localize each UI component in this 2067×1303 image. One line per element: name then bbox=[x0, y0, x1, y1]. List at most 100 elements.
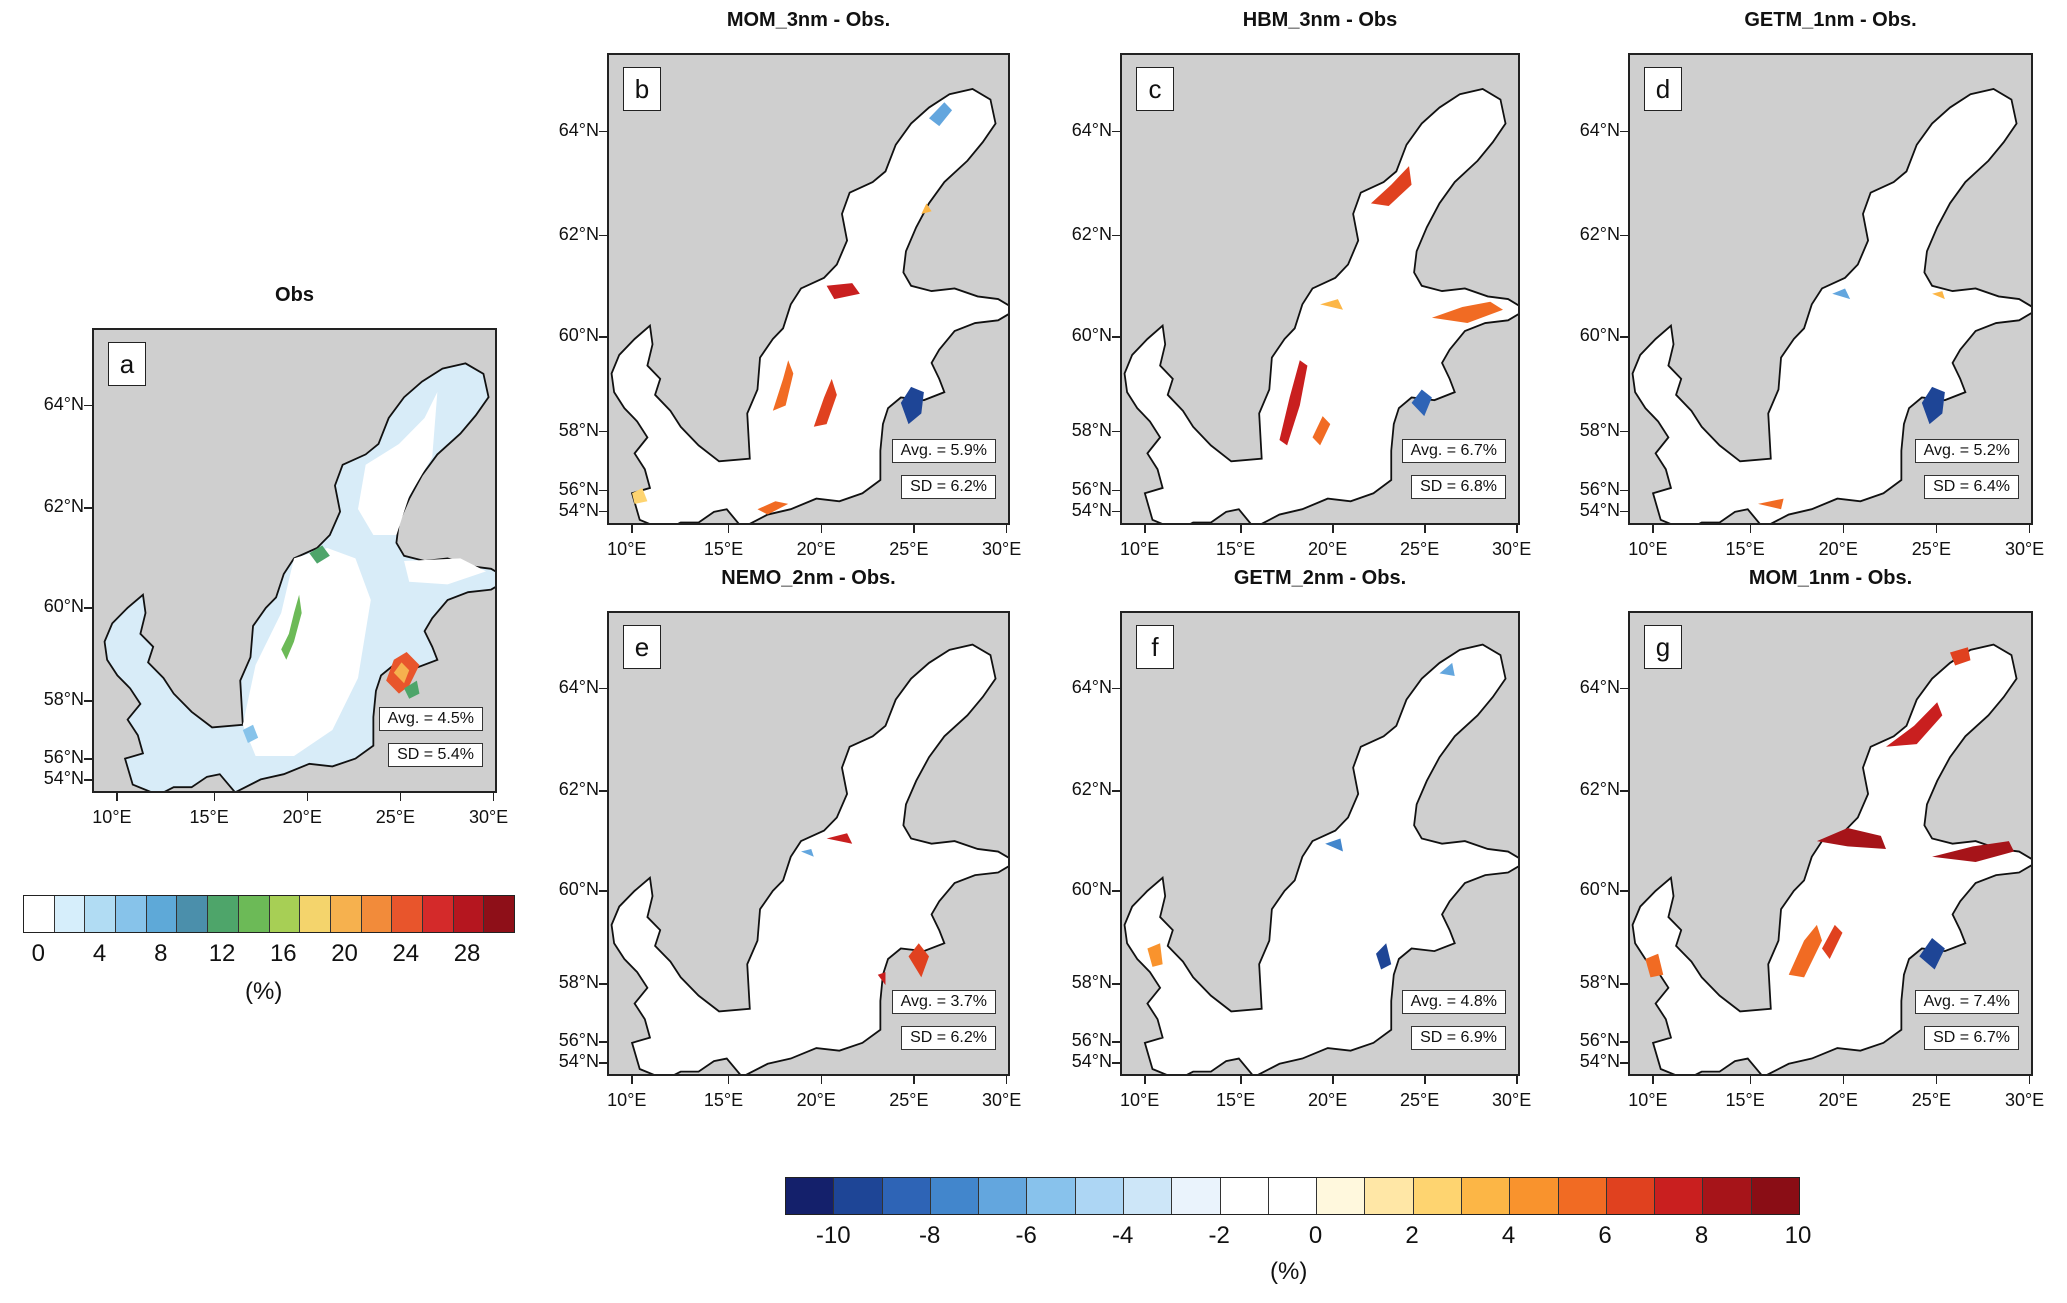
lat-tick-mark bbox=[1620, 687, 1628, 690]
map-panel-a: Obs a Avg. = 4.5% SD = 5.4% bbox=[92, 284, 497, 793]
lat-tick-label: 56°N bbox=[43, 747, 84, 768]
lon-tick-mark bbox=[820, 525, 823, 533]
colorbar-swatch bbox=[330, 896, 362, 932]
obs-map-svg bbox=[103, 362, 495, 791]
lat-tick-mark bbox=[1112, 687, 1120, 690]
lon-tick-label: 15°E bbox=[189, 807, 229, 827]
lon-tick-label: 15°E bbox=[1216, 1090, 1256, 1110]
lon-tick-label: 30°E bbox=[1492, 539, 1532, 559]
lat-tick-label: 56°N bbox=[1579, 478, 1620, 499]
lon-tick-label: 25°E bbox=[1911, 539, 1952, 559]
colorbar-swatch bbox=[1558, 1178, 1607, 1214]
map-frame: c Avg. = 6.7% SD = 6.8% bbox=[1120, 53, 1520, 525]
avg-box: Avg. = 7.4% bbox=[1914, 990, 2019, 1014]
lon-tick-mark bbox=[727, 525, 730, 533]
lat-tick-mark bbox=[599, 1041, 607, 1043]
obs-colorbar-unit: (%) bbox=[245, 978, 283, 1005]
lon-tick-mark bbox=[2028, 1076, 2031, 1084]
lat-tick-label: 58°N bbox=[1579, 419, 1620, 440]
colorbar-swatch bbox=[1220, 1178, 1269, 1214]
sd-box: SD = 6.2% bbox=[901, 1026, 996, 1050]
lat-tick-mark bbox=[1620, 983, 1628, 985]
lon-tick-mark bbox=[1842, 1076, 1845, 1084]
panel-title: MOM_3nm - Obs. bbox=[726, 9, 891, 31]
lat-tick-label: 58°N bbox=[558, 419, 599, 440]
colorbar-swatch bbox=[24, 896, 55, 932]
lon-tick-label: 20°E bbox=[1818, 539, 1858, 559]
colorbar-swatch bbox=[1268, 1178, 1318, 1214]
lat-tick-mark bbox=[1620, 336, 1628, 338]
map-frame: b Avg. = 5.9% SD = 6.2% bbox=[607, 53, 1010, 525]
lon-tick-label: 30°E bbox=[2004, 1090, 2045, 1110]
sd-box: SD = 5.4% bbox=[388, 743, 483, 767]
map-panel-d: GETM_1nm - Obs. d Avg. = 5.2% SD = 6.4% bbox=[1628, 9, 2033, 525]
colorbar-swatch bbox=[1413, 1178, 1462, 1214]
lat-tick-label: 64°N bbox=[1579, 119, 1620, 140]
diff-colorbar bbox=[785, 1177, 1800, 1215]
avg-box: Avg. = 4.5% bbox=[378, 707, 483, 731]
diff-colorbar-unit: (%) bbox=[1270, 1258, 1308, 1285]
colorbar-label: -4 bbox=[1111, 1222, 1134, 1249]
lat-tick-mark bbox=[84, 758, 92, 760]
lat-tick-mark bbox=[1112, 336, 1120, 338]
colorbar-swatch bbox=[1751, 1178, 1799, 1214]
avg-box: Avg. = 3.7% bbox=[891, 990, 996, 1014]
lon-tick-label: 10°E bbox=[1628, 539, 1668, 559]
lat-tick-label: 64°N bbox=[558, 119, 599, 140]
colorbar-label: 20 bbox=[331, 940, 358, 967]
lat-tick-mark bbox=[1112, 489, 1120, 492]
lat-tick-mark bbox=[599, 687, 607, 690]
lon-tick-label: 10°E bbox=[92, 807, 132, 827]
lon-tick-label: 15°E bbox=[1725, 539, 1765, 559]
map-frame: d Avg. = 5.2% SD = 6.4% bbox=[1628, 53, 2033, 525]
lat-tick-mark bbox=[1620, 890, 1628, 892]
lat-tick-mark bbox=[599, 130, 607, 133]
lat-tick-mark bbox=[599, 1062, 607, 1064]
diff-map-svg bbox=[1631, 643, 2031, 1074]
lon-tick-label: 10°E bbox=[1628, 1090, 1668, 1110]
lat-tick-mark bbox=[599, 234, 607, 237]
lat-tick-mark bbox=[599, 983, 607, 985]
colorbar-swatch bbox=[1461, 1178, 1511, 1214]
lat-tick-label: 64°N bbox=[1071, 676, 1112, 697]
colorbar-swatch bbox=[54, 896, 86, 932]
lat-tick-label: 62°N bbox=[1071, 223, 1112, 244]
diff-map-svg bbox=[1631, 88, 2031, 523]
lat-tick-mark bbox=[1620, 1041, 1628, 1043]
lon-tick-label: 30°E bbox=[981, 1090, 1022, 1110]
lat-tick-label: 58°N bbox=[1071, 419, 1112, 440]
colorbar-swatch bbox=[1365, 1178, 1414, 1214]
lon-tick-label: 15°E bbox=[1216, 539, 1256, 559]
lon-tick-mark bbox=[913, 1076, 915, 1084]
lat-tick-mark bbox=[1620, 1062, 1628, 1064]
lat-tick-mark bbox=[1112, 1041, 1120, 1043]
colorbar-label: -8 bbox=[919, 1222, 941, 1249]
lat-tick-label: 64°N bbox=[43, 393, 84, 414]
colorbar-label: 4 bbox=[92, 940, 107, 967]
panel-letter: d bbox=[1644, 67, 1682, 111]
lon-tick-mark bbox=[820, 1076, 823, 1084]
panel-letter: e bbox=[623, 625, 661, 669]
lat-tick-label: 60°N bbox=[1071, 325, 1112, 346]
colorbar-label: 16 bbox=[269, 940, 297, 967]
lon-tick-mark bbox=[1652, 1076, 1654, 1084]
lat-tick-label: 58°N bbox=[1071, 972, 1112, 992]
lon-tick-mark bbox=[492, 793, 495, 801]
diff-map-svg bbox=[610, 88, 1008, 523]
colorbar-label: -2 bbox=[1208, 1222, 1230, 1249]
lat-tick-mark bbox=[84, 507, 92, 509]
colorbar-label: 28 bbox=[453, 940, 481, 967]
lon-tick-label: 20°E bbox=[1308, 539, 1348, 559]
colorbar-swatch bbox=[930, 1178, 980, 1214]
avg-box: Avg. = 4.8% bbox=[1401, 990, 1506, 1014]
lat-tick-label: 54°N bbox=[558, 1051, 599, 1072]
sd-box: SD = 6.2% bbox=[901, 475, 996, 499]
lat-tick-mark bbox=[1112, 510, 1120, 513]
map-frame: e Avg. = 3.7% SD = 6.2% bbox=[607, 611, 1010, 1076]
lon-tick-label: 10°E bbox=[607, 539, 647, 559]
avg-box: Avg. = 6.7% bbox=[1401, 439, 1506, 463]
diff-map-svg bbox=[1123, 643, 1518, 1074]
panel-title: Obs bbox=[275, 284, 314, 306]
colorbar-label: 24 bbox=[392, 940, 420, 967]
lat-tick-mark bbox=[599, 430, 607, 433]
